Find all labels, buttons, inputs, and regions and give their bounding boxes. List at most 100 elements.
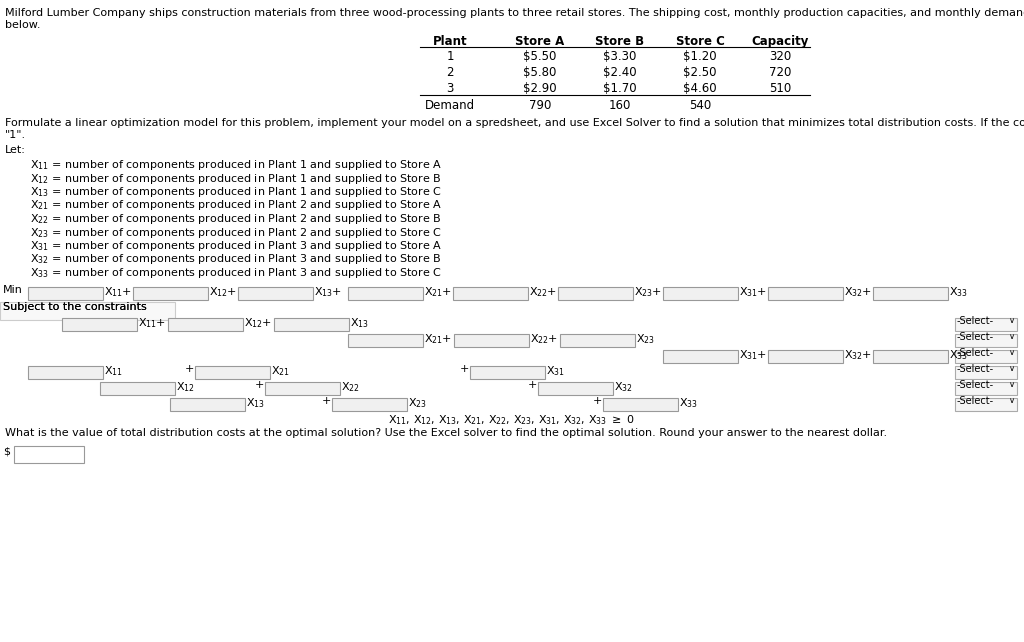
Text: X$_{11}$: X$_{11}$ — [104, 364, 123, 377]
Text: -Select-: -Select- — [957, 332, 994, 342]
FancyBboxPatch shape — [133, 287, 208, 300]
Text: X$_{12}$+: X$_{12}$+ — [244, 316, 272, 330]
FancyBboxPatch shape — [348, 334, 423, 347]
Text: Store C: Store C — [676, 35, 724, 48]
Text: Milford Lumber Company ships construction materials from three wood-processing p: Milford Lumber Company ships constructio… — [5, 8, 1024, 18]
Text: X$_{11}$, X$_{12}$, X$_{13}$, X$_{21}$, X$_{22}$, X$_{23}$, X$_{31}$, X$_{32}$, : X$_{11}$, X$_{12}$, X$_{13}$, X$_{21}$, … — [388, 413, 636, 427]
FancyBboxPatch shape — [955, 334, 1017, 347]
Text: X$_{32}$+: X$_{32}$+ — [844, 348, 872, 362]
Text: +: + — [460, 364, 469, 374]
FancyBboxPatch shape — [100, 382, 175, 395]
Text: X$_{12}$+: X$_{12}$+ — [209, 285, 238, 299]
Text: X$_{32}$+: X$_{32}$+ — [844, 285, 872, 299]
Text: Capacity: Capacity — [752, 35, 809, 48]
Text: 160: 160 — [609, 99, 631, 112]
FancyBboxPatch shape — [560, 334, 635, 347]
Text: Store B: Store B — [595, 35, 644, 48]
FancyBboxPatch shape — [454, 334, 529, 347]
FancyBboxPatch shape — [28, 366, 103, 379]
FancyBboxPatch shape — [873, 350, 948, 363]
Text: X$_{32}$ = number of components produced in Plant 3 and supplied to Store B: X$_{32}$ = number of components produced… — [30, 252, 441, 266]
Text: X$_{31}$ = number of components produced in Plant 3 and supplied to Store A: X$_{31}$ = number of components produced… — [30, 239, 442, 253]
Text: $2.40: $2.40 — [603, 66, 637, 79]
Text: ∨: ∨ — [1009, 348, 1015, 357]
Text: -Select-: -Select- — [957, 364, 994, 374]
Text: -Select-: -Select- — [957, 380, 994, 390]
Text: Subject to the constraints: Subject to the constraints — [3, 302, 146, 312]
Text: $3.30: $3.30 — [603, 50, 637, 63]
FancyBboxPatch shape — [538, 382, 613, 395]
Text: 510: 510 — [769, 82, 792, 95]
Text: X$_{32}$: X$_{32}$ — [614, 380, 633, 394]
FancyBboxPatch shape — [168, 318, 243, 331]
Text: X$_{31}$: X$_{31}$ — [546, 364, 565, 377]
Text: ∨: ∨ — [1009, 332, 1015, 341]
FancyBboxPatch shape — [955, 382, 1017, 395]
Text: X$_{13}$ = number of components produced in Plant 1 and supplied to Store C: X$_{13}$ = number of components produced… — [30, 185, 442, 199]
Text: $: $ — [3, 446, 10, 456]
Text: $5.80: $5.80 — [523, 66, 557, 79]
Text: X$_{33}$: X$_{33}$ — [679, 396, 698, 410]
Text: +: + — [528, 380, 538, 390]
Text: $2.50: $2.50 — [683, 66, 717, 79]
Text: X$_{11}$+: X$_{11}$+ — [104, 285, 132, 299]
Text: Formulate a linear optimization model for this problem, implement your model on : Formulate a linear optimization model fo… — [5, 118, 1024, 128]
Text: X$_{13}$: X$_{13}$ — [350, 316, 369, 330]
FancyBboxPatch shape — [265, 382, 340, 395]
Text: Plant: Plant — [433, 35, 467, 48]
FancyBboxPatch shape — [453, 287, 528, 300]
Text: 2: 2 — [446, 66, 454, 79]
Text: X$_{11}$+: X$_{11}$+ — [138, 316, 166, 330]
Text: -Select-: -Select- — [957, 316, 994, 326]
Text: 790: 790 — [528, 99, 551, 112]
Text: X$_{21}$: X$_{21}$ — [271, 364, 290, 377]
Text: X$_{23}$+: X$_{23}$+ — [634, 285, 663, 299]
Text: X$_{21}$+: X$_{21}$+ — [424, 285, 452, 299]
Text: Subject to the constraints: Subject to the constraints — [3, 302, 146, 312]
Text: ∨: ∨ — [1009, 316, 1015, 325]
Text: $4.60: $4.60 — [683, 82, 717, 95]
Text: $2.90: $2.90 — [523, 82, 557, 95]
FancyBboxPatch shape — [768, 287, 843, 300]
Text: ∨: ∨ — [1009, 364, 1015, 373]
Text: X$_{12}$: X$_{12}$ — [176, 380, 195, 394]
FancyBboxPatch shape — [332, 398, 407, 411]
FancyBboxPatch shape — [955, 398, 1017, 411]
Text: 540: 540 — [689, 99, 711, 112]
FancyBboxPatch shape — [274, 318, 349, 331]
Text: ∨: ∨ — [1009, 396, 1015, 405]
Text: X$_{22}$: X$_{22}$ — [341, 380, 359, 394]
Text: X$_{12}$ = number of components produced in Plant 1 and supplied to Store B: X$_{12}$ = number of components produced… — [30, 171, 441, 186]
Text: What is the value of total distribution costs at the optimal solution? Use the E: What is the value of total distribution … — [5, 428, 887, 438]
Text: X$_{11}$ = number of components produced in Plant 1 and supplied to Store A: X$_{11}$ = number of components produced… — [30, 158, 442, 172]
Text: X$_{33}$: X$_{33}$ — [949, 348, 968, 362]
FancyBboxPatch shape — [62, 318, 137, 331]
FancyBboxPatch shape — [14, 446, 84, 463]
Text: X$_{31}$+: X$_{31}$+ — [739, 348, 767, 362]
Text: X$_{22}$+: X$_{22}$+ — [530, 332, 558, 346]
Text: X$_{23}$: X$_{23}$ — [636, 332, 655, 346]
Text: Let:: Let: — [5, 145, 26, 155]
Text: below.: below. — [5, 20, 41, 30]
Text: 3: 3 — [446, 82, 454, 95]
Text: X$_{13}$+: X$_{13}$+ — [314, 285, 342, 299]
FancyBboxPatch shape — [238, 287, 313, 300]
FancyBboxPatch shape — [768, 350, 843, 363]
Text: X$_{31}$+: X$_{31}$+ — [739, 285, 767, 299]
Text: X$_{21}$ = number of components produced in Plant 2 and supplied to Store A: X$_{21}$ = number of components produced… — [30, 198, 442, 213]
Text: X$_{13}$: X$_{13}$ — [246, 396, 265, 410]
Text: $1.70: $1.70 — [603, 82, 637, 95]
FancyBboxPatch shape — [873, 287, 948, 300]
FancyBboxPatch shape — [470, 366, 545, 379]
FancyBboxPatch shape — [28, 287, 103, 300]
Text: Demand: Demand — [425, 99, 475, 112]
Text: Min: Min — [3, 285, 23, 295]
Text: -Select-: -Select- — [957, 396, 994, 406]
FancyBboxPatch shape — [558, 287, 633, 300]
FancyBboxPatch shape — [663, 350, 738, 363]
Text: X$_{33}$ = number of components produced in Plant 3 and supplied to Store C: X$_{33}$ = number of components produced… — [30, 266, 442, 280]
Text: X$_{22}$ = number of components produced in Plant 2 and supplied to Store B: X$_{22}$ = number of components produced… — [30, 212, 441, 226]
FancyBboxPatch shape — [663, 287, 738, 300]
FancyBboxPatch shape — [955, 350, 1017, 363]
FancyBboxPatch shape — [195, 366, 270, 379]
